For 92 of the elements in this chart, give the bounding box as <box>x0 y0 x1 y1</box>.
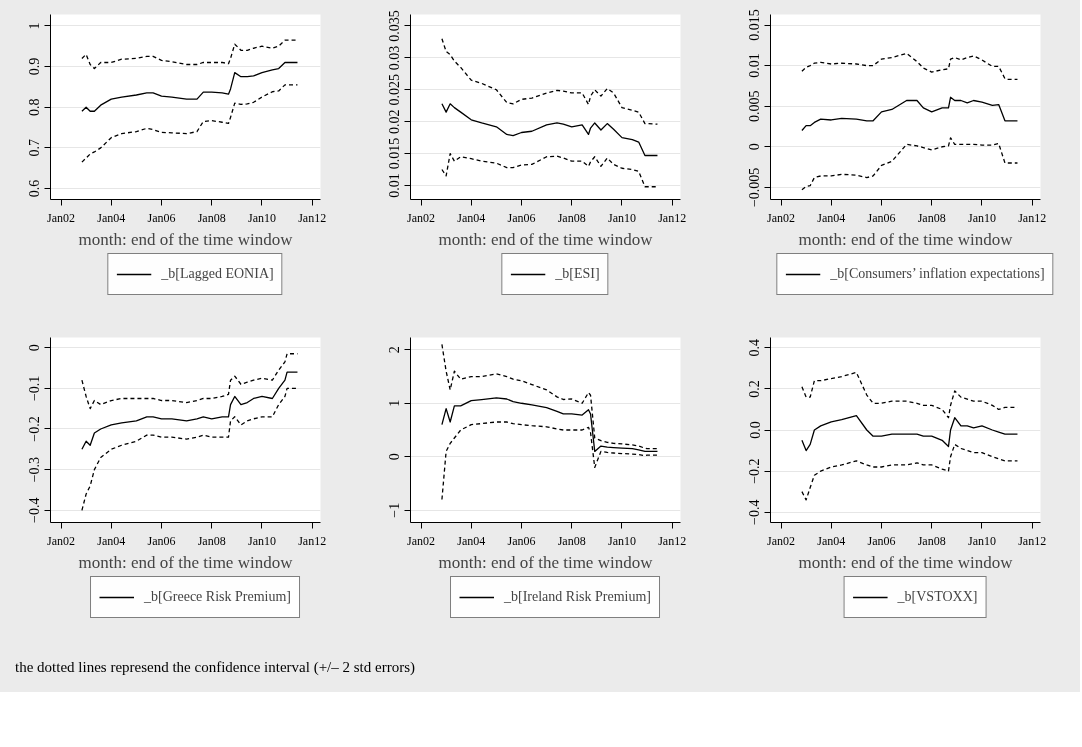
y-tick-label: 0 <box>747 143 763 151</box>
line-series <box>801 443 1019 501</box>
y-tick-label: 0.0 <box>747 421 763 439</box>
y-tick-label: −0.1 <box>27 375 43 402</box>
y-tick-label: 1 <box>387 399 403 407</box>
x-tick-label: Jan04 <box>97 210 126 225</box>
x-tick-label: Jan10 <box>967 533 996 548</box>
x-tick-label: Jan08 <box>917 210 946 225</box>
y-tick-label: 0.4 <box>747 339 763 357</box>
x-tick-label: Jan10 <box>247 210 276 225</box>
y-tick-label: −1 <box>387 502 403 518</box>
legend-label: _b[Lagged EONIA] <box>161 265 274 283</box>
line-series <box>801 52 1019 81</box>
x-tick-label: Jan10 <box>607 533 636 548</box>
line-series <box>801 137 1019 191</box>
y-tick-label: 0.015 <box>387 137 403 170</box>
legend-label: _b[Consumers’ inflation expectations] <box>830 265 1045 283</box>
y-tick-label: −0.4 <box>747 499 763 525</box>
x-tick-label: Jan02 <box>407 533 436 548</box>
y-tick-label: 0.015 <box>747 9 763 41</box>
x-tick-label: Jan08 <box>197 210 226 225</box>
x-tick-label: Jan10 <box>247 533 276 548</box>
legend-label: _b[Greece Risk Premium] <box>144 588 291 606</box>
x-tick-label: Jan12 <box>658 210 687 225</box>
y-tick-label: −0.005 <box>747 167 763 208</box>
y-tick-label: −0.4 <box>27 497 43 523</box>
y-tick-label: 0.7 <box>27 139 43 157</box>
y-tick-label: 0.2 <box>747 380 763 398</box>
x-tick-label: Jan08 <box>557 533 586 548</box>
x-tick-label: Jan06 <box>147 533 176 548</box>
x-tick-label: Jan04 <box>457 210 486 225</box>
y-tick-label: 0.02 <box>387 109 403 134</box>
y-tick-label: 0.6 <box>27 179 43 198</box>
y-tick-label: −0.2 <box>747 458 763 484</box>
x-axis-title: month: end of the time window <box>78 552 294 572</box>
y-tick-label: 0.01 <box>747 53 763 78</box>
x-tick-label: Jan12 <box>1018 210 1047 225</box>
line-series <box>81 84 299 163</box>
x-axis-title: month: end of the time window <box>798 229 1014 249</box>
x-tick-label: Jan02 <box>767 210 796 225</box>
x-tick-label: Jan10 <box>967 210 996 225</box>
x-tick-label: Jan08 <box>917 533 946 548</box>
text: the dotted lines represend the confidence interval (+/– 2 std errors) <box>15 658 415 677</box>
x-tick-label: Jan12 <box>298 533 327 548</box>
x-tick-label: Jan02 <box>407 210 436 225</box>
line-series <box>81 61 299 112</box>
legend-label: _b[Ireland Risk Premium] <box>504 588 651 606</box>
x-tick-label: Jan06 <box>507 533 536 548</box>
x-tick-label: Jan08 <box>557 210 586 225</box>
x-tick-label: Jan02 <box>47 533 76 548</box>
x-axis-title: month: end of the time window <box>78 229 294 249</box>
y-tick-label: −0.3 <box>27 456 43 483</box>
x-axis-title: month: end of the time window <box>438 552 654 572</box>
line-series <box>81 39 299 70</box>
y-tick-label: 0 <box>387 453 403 461</box>
x-tick-label: Jan08 <box>197 533 226 548</box>
legend-label: _b[VSTOXX] <box>897 588 978 606</box>
line-series <box>801 96 1019 132</box>
y-tick-label: 1 <box>27 22 43 30</box>
x-tick-label: Jan06 <box>867 533 896 548</box>
x-tick-label: Jan06 <box>867 210 896 225</box>
x-tick-label: Jan06 <box>507 210 536 225</box>
x-tick-label: Jan02 <box>767 533 796 548</box>
x-axis-title: month: end of the time window <box>438 229 654 249</box>
y-tick-label: 2 <box>387 346 403 354</box>
y-tick-label: 0.025 <box>387 74 403 106</box>
x-tick-label: Jan04 <box>97 533 126 548</box>
line-series <box>441 38 659 125</box>
line-series <box>441 152 659 188</box>
line-series <box>441 103 659 157</box>
x-tick-label: Jan06 <box>147 210 176 225</box>
y-tick-label: 0.005 <box>747 90 763 122</box>
x-tick-label: Jan04 <box>817 210 846 225</box>
x-tick-label: Jan12 <box>1018 533 1047 548</box>
y-tick-label: 0.035 <box>387 10 403 42</box>
line-series <box>81 371 299 450</box>
y-tick-label: 0 <box>27 344 43 352</box>
x-tick-label: Jan02 <box>47 210 76 225</box>
line-series <box>81 387 299 511</box>
x-tick-label: Jan04 <box>457 533 486 548</box>
line-series <box>801 414 1019 452</box>
y-tick-label: 0.9 <box>27 57 43 76</box>
y-tick-label: 0.03 <box>387 45 403 71</box>
y-tick-label: −0.2 <box>27 416 43 442</box>
x-axis-title: month: end of the time window <box>798 552 1014 572</box>
y-tick-label: 0.8 <box>27 98 43 116</box>
x-tick-label: Jan04 <box>817 533 846 548</box>
x-tick-label: Jan10 <box>607 210 636 225</box>
x-tick-label: Jan12 <box>658 533 687 548</box>
x-tick-label: Jan12 <box>298 210 327 225</box>
legend-label: _b[ESI] <box>555 265 600 283</box>
y-tick-label: 0.01 <box>387 173 403 198</box>
